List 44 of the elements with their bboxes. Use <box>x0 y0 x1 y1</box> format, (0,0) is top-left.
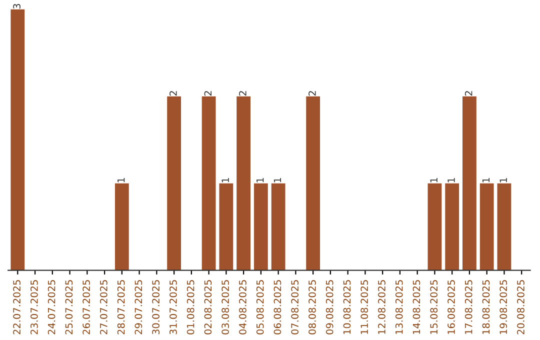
data-label: 2 <box>464 91 472 96</box>
x-tick-label: 16.08.2025 <box>448 280 455 334</box>
data-label: 1 <box>256 178 264 182</box>
x-tick-label: 14.08.2025 <box>412 280 420 334</box>
x-tick-label: 26.07.2025 <box>82 280 90 334</box>
x-tick-label: 24.07.2025 <box>48 280 56 334</box>
x-tick-label: 18.08.2025 <box>482 280 490 334</box>
data-label: 2 <box>170 91 177 96</box>
x-tick-label: 17.08.2025 <box>464 280 472 334</box>
x-tick-label: 31.07.2025 <box>170 280 177 334</box>
x-tick-label: 07.08.2025 <box>291 280 299 334</box>
x-tick-label: 19.08.2025 <box>500 280 508 334</box>
data-label: 1 <box>118 178 125 182</box>
x-tick-label: 20.08.2025 <box>517 280 524 334</box>
data-label: 1 <box>222 178 229 182</box>
x-tick-label: 02.08.2025 <box>204 280 212 334</box>
x-tick-label: 04.08.2025 <box>239 280 246 334</box>
data-label: 3 <box>13 4 20 9</box>
x-tick-label: 29.07.2025 <box>134 280 142 334</box>
x-tick-label: 15.08.2025 <box>430 280 438 334</box>
x-tick-label: 09.08.2025 <box>326 280 334 334</box>
data-label: 2 <box>204 91 212 96</box>
x-tick-label: 12.08.2025 <box>378 280 386 334</box>
x-tick-label: 01.08.2025 <box>186 280 194 334</box>
x-tick-label: 03.08.2025 <box>222 280 230 334</box>
data-label: 1 <box>448 178 455 182</box>
x-tick-label: 08.08.2025 <box>308 280 316 334</box>
x-tick-label: 27.07.2025 <box>100 280 108 334</box>
data-label: 1 <box>500 178 507 182</box>
x-tick-label: 13.08.2025 <box>395 280 403 334</box>
data-label: 1 <box>430 178 438 182</box>
x-tick-label: 25.07.2025 <box>65 280 73 334</box>
data-label: 2 <box>308 91 316 96</box>
data-label: 2 <box>239 91 246 96</box>
data-label: 1 <box>274 178 281 182</box>
x-tick-label: 23.07.2025 <box>30 280 38 334</box>
x-tick-label: 06.08.2025 <box>274 280 282 334</box>
x-tick-label: 30.07.2025 <box>152 280 160 334</box>
x-tick-label: 10.08.2025 <box>343 280 351 334</box>
x-tick-label: 22.07.2025 <box>13 280 20 334</box>
x-tick-label: 28.07.2025 <box>117 280 125 334</box>
x-tick-label: 11.08.2025 <box>360 280 368 334</box>
x-tick-label: 05.08.2025 <box>256 280 264 334</box>
data-label: 1 <box>482 178 490 182</box>
